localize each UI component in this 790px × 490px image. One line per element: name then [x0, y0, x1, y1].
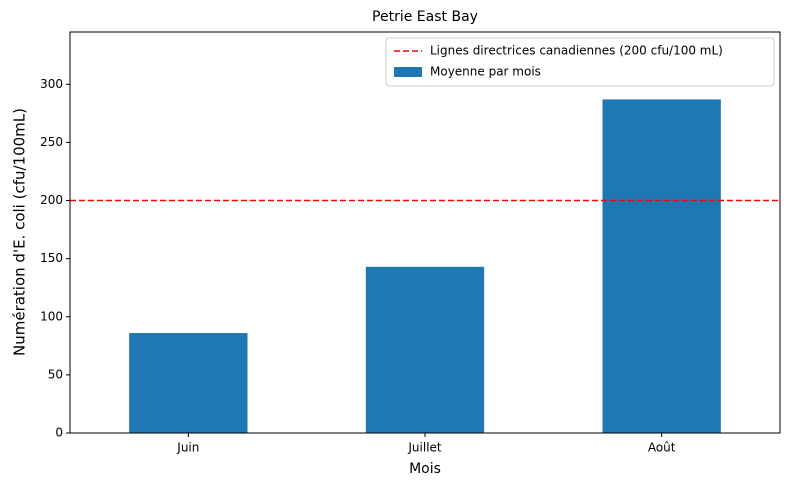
- y-tick-label: 0: [55, 426, 63, 440]
- bar: [602, 99, 721, 433]
- y-axis-label: Numération d'E. coli (cfu/100mL): [11, 108, 29, 356]
- y-tick-label: 150: [40, 251, 63, 265]
- y-tick-label: 50: [48, 367, 63, 381]
- x-tick-label: Juillet: [407, 441, 442, 455]
- legend-label: Moyenne par mois: [430, 65, 541, 79]
- legend-swatch: [394, 67, 422, 77]
- y-tick-label: 250: [40, 135, 63, 149]
- bar: [365, 266, 485, 433]
- y-tick-label: 100: [40, 309, 63, 323]
- legend-label: Lignes directrices canadiennes (200 cfu/…: [430, 44, 723, 58]
- bar: [129, 333, 248, 433]
- y-tick-label: 200: [40, 193, 63, 207]
- chart-title: Petrie East Bay: [372, 9, 478, 25]
- x-tick-label: Juin: [176, 441, 199, 455]
- x-axis-label: Mois: [409, 461, 441, 477]
- legend-box: [385, 37, 775, 87]
- plot-frame: [69, 31, 781, 434]
- x-tick-label: Août: [648, 441, 676, 455]
- y-tick-label: 300: [40, 77, 63, 91]
